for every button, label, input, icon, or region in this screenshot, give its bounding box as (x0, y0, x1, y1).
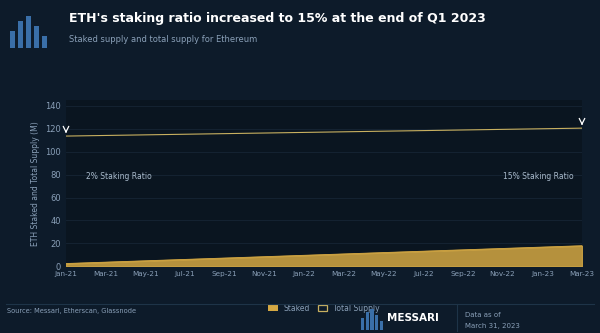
Text: ETH's staking ratio increased to 15% at the end of Q1 2023: ETH's staking ratio increased to 15% at … (69, 12, 486, 25)
Text: MESSARI: MESSARI (387, 313, 439, 323)
Bar (375, 315, 379, 330)
Text: 15% Staking Ratio: 15% Staking Ratio (503, 172, 574, 181)
Text: Staked supply and total supply for Ethereum: Staked supply and total supply for Ether… (69, 35, 257, 44)
Bar (370, 309, 374, 330)
Bar (361, 318, 364, 330)
Bar (380, 321, 383, 330)
Y-axis label: ETH Staked and Total Supply (M): ETH Staked and Total Supply (M) (31, 121, 40, 245)
Bar (18, 21, 23, 48)
Legend: Staked, Total Supply: Staked, Total Supply (268, 304, 380, 313)
Bar (41, 36, 47, 48)
Bar (26, 16, 31, 48)
Text: Source: Messari, Etherscan, Glassnode: Source: Messari, Etherscan, Glassnode (7, 308, 136, 314)
Text: Data as of: Data as of (465, 312, 500, 318)
Bar (34, 26, 39, 48)
Bar (10, 31, 16, 48)
Bar (365, 312, 369, 330)
Text: March 31, 2023: March 31, 2023 (465, 323, 520, 329)
Text: 2% Staking Ratio: 2% Staking Ratio (86, 172, 152, 181)
